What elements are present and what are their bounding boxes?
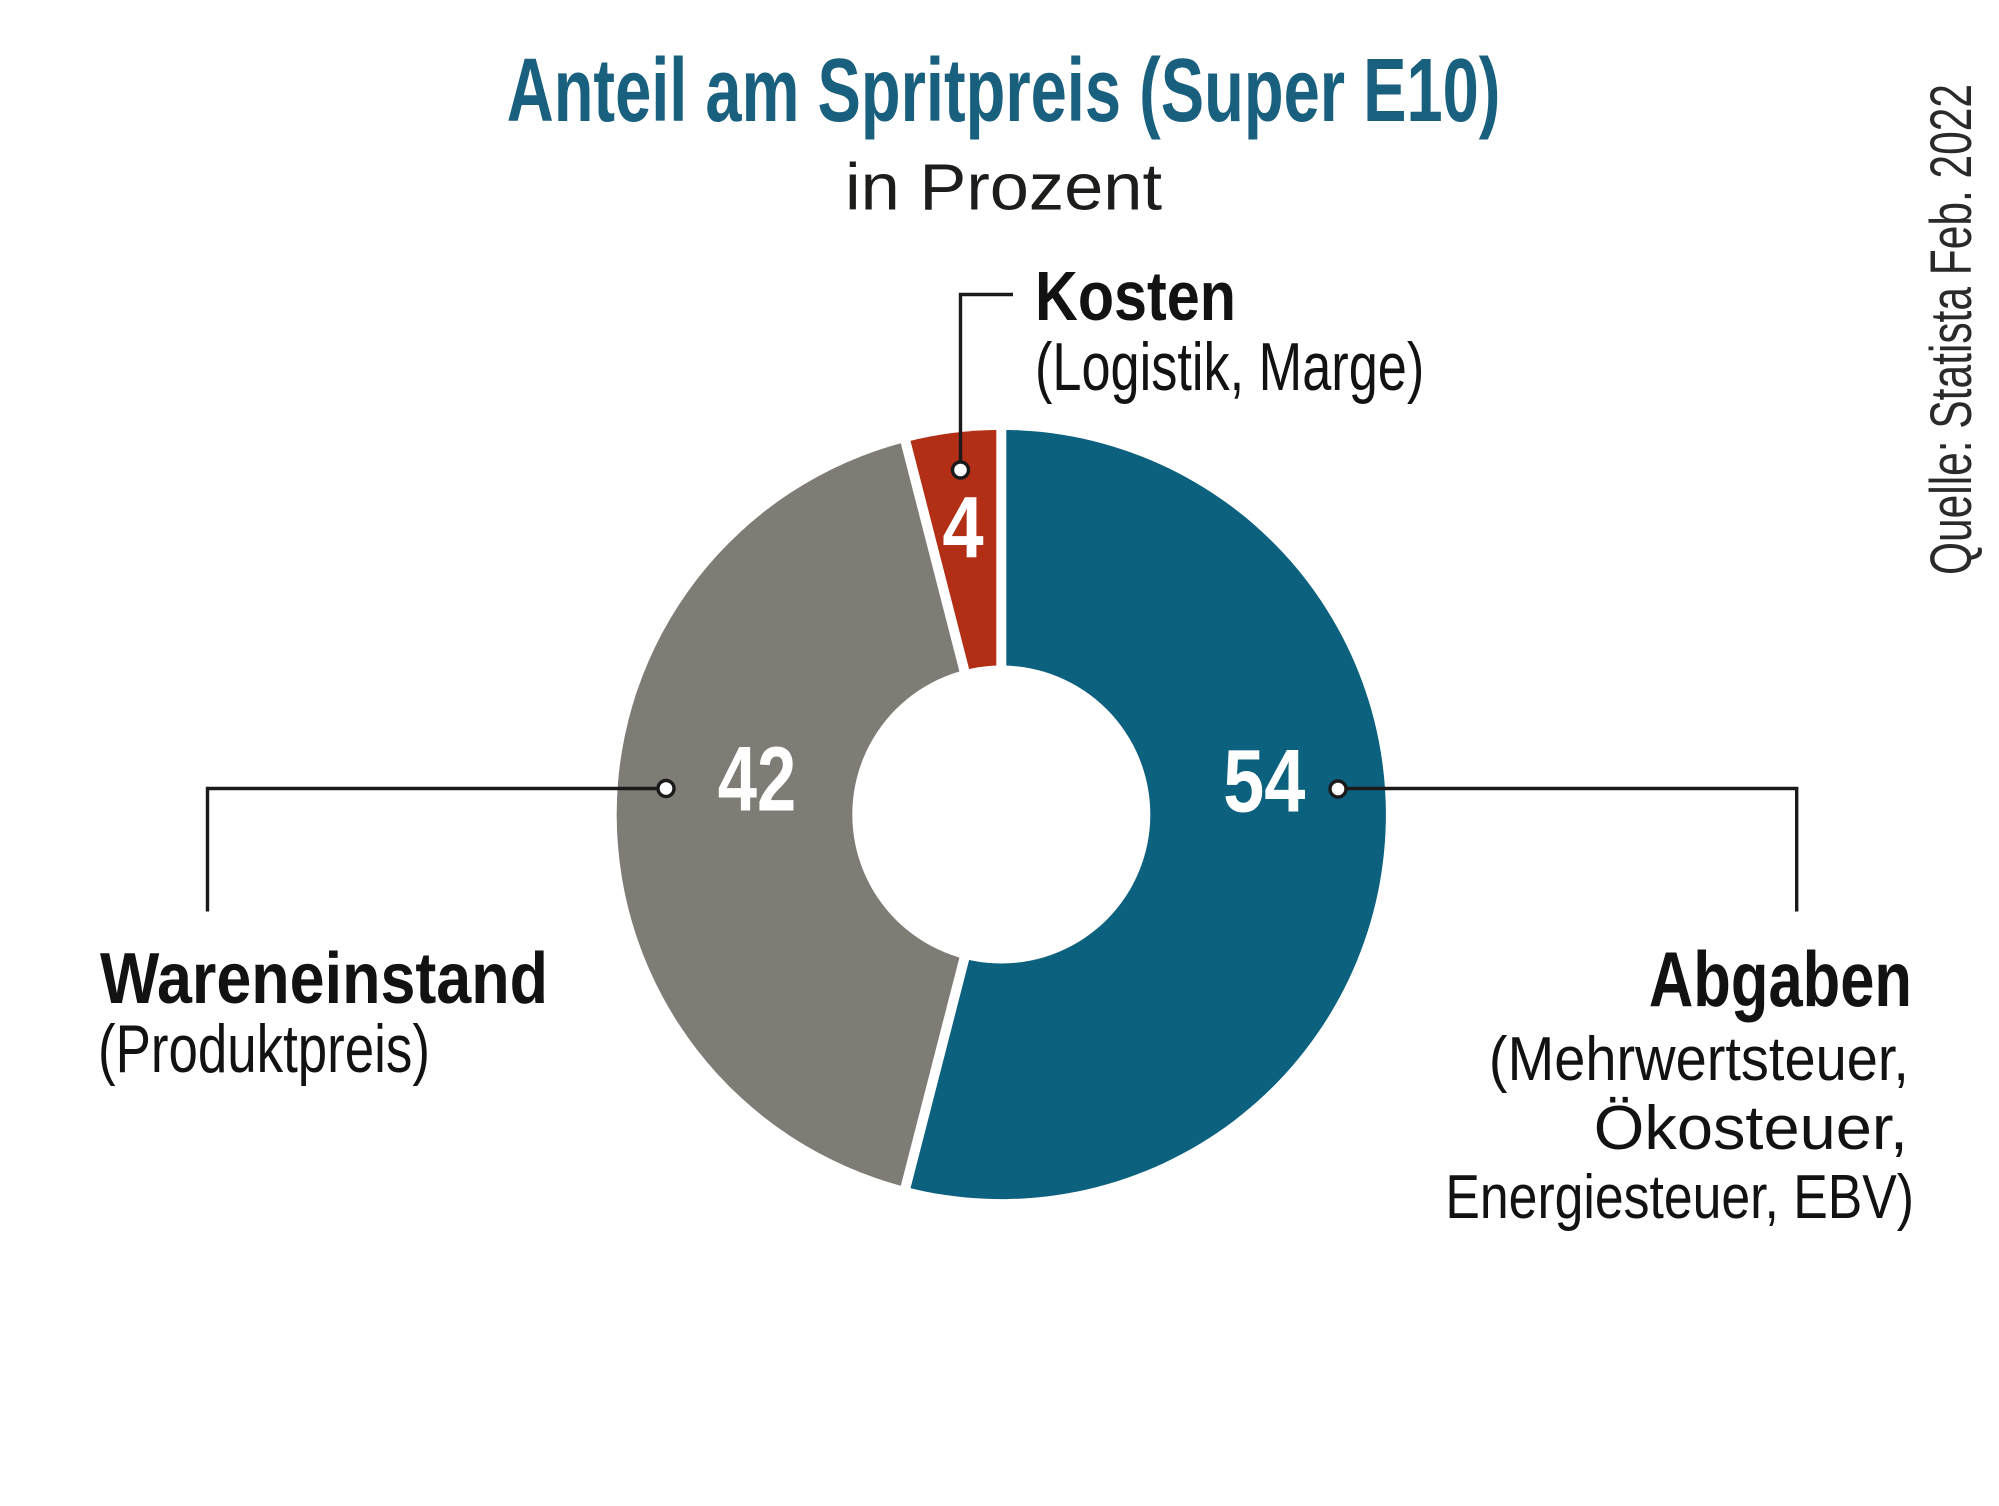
- svg-text:54: 54: [1223, 732, 1306, 831]
- svg-text:Wareneinstand: Wareneinstand: [100, 939, 548, 1019]
- svg-text:Abgaben: Abgaben: [1649, 935, 1912, 1023]
- svg-text:(Mehrwertsteuer,: (Mehrwertsteuer,: [1489, 1024, 1909, 1093]
- svg-text:Quelle: Statista Feb. 2022: Quelle: Statista Feb. 2022: [1919, 84, 1984, 575]
- svg-text:Anteil am Spritpreis (Super E1: Anteil am Spritpreis (Super E10): [507, 40, 1501, 141]
- svg-text:Kosten: Kosten: [1035, 256, 1236, 335]
- svg-text:Ökosteuer,: Ökosteuer,: [1594, 1094, 1908, 1162]
- svg-text:(Produktpreis): (Produktpreis): [98, 1011, 430, 1087]
- svg-text:(Logistik, Marge): (Logistik, Marge): [1035, 328, 1424, 404]
- svg-text:42: 42: [718, 729, 796, 831]
- svg-text:in Prozent: in Prozent: [845, 151, 1162, 225]
- svg-text:4: 4: [942, 479, 983, 576]
- svg-text:Energiesteuer, EBV): Energiesteuer, EBV): [1445, 1163, 1914, 1232]
